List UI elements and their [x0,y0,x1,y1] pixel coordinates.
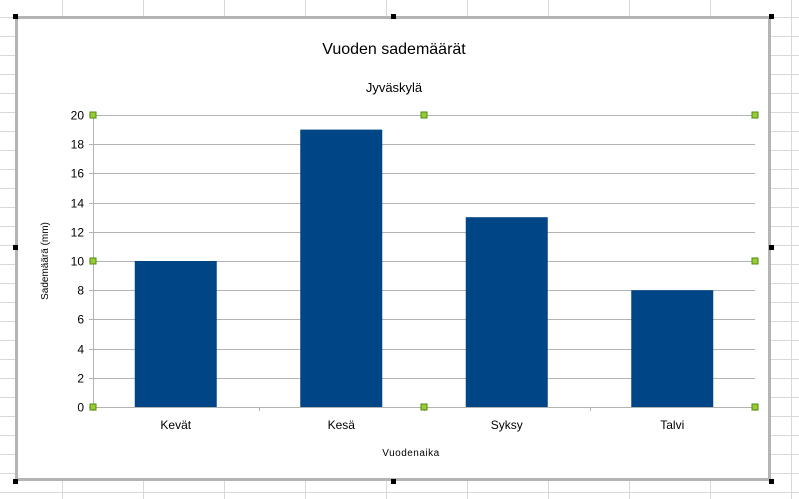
y-axis-title: Sademäärä (mm) [40,222,51,300]
bar [300,129,383,407]
chart-title: Vuoden sademäärät [322,41,466,58]
bar [465,217,548,407]
plot-selection-handle [89,403,97,411]
plot-selection-handle [89,257,97,265]
frame-resize-handle[interactable] [769,14,774,19]
x-axis-title: Vuodenaika [382,448,439,459]
frame-resize-handle[interactable] [391,479,396,484]
y-tick-label: 10 [71,255,85,269]
frame-resize-handle[interactable] [13,14,18,19]
y-tick-label: 6 [77,313,84,327]
y-tick-label: 12 [71,226,85,240]
y-tick-label: 16 [71,167,85,181]
x-tick-label: Kesä [328,418,356,432]
plot-selection-handle [751,403,759,411]
frame-resize-handle[interactable] [13,245,18,250]
y-tick-label: 2 [77,372,84,386]
x-tick-label: Kevät [160,418,191,432]
plot-selection-handle [751,257,759,265]
frame-resize-handle[interactable] [391,14,396,19]
bar [631,290,714,407]
frame-resize-handle[interactable] [13,479,18,484]
chart-subtitle: Jyväskylä [366,80,423,95]
plot-selection-handle [420,403,428,411]
y-tick-label: 8 [77,284,84,298]
plot-selection-handle [751,111,759,119]
frame-resize-handle[interactable] [769,479,774,484]
x-tick-label: Talvi [660,418,684,432]
bar [134,261,217,407]
y-tick-label: 18 [71,138,85,152]
plot-area: 0 2 4 6 8 10 12 14 16 18 20 Kevät Kesä Syksy Talvi [71,109,759,432]
y-tick-label: 20 [71,109,85,123]
y-tick-label: 4 [77,343,84,357]
x-tick-label: Syksy [491,418,523,432]
y-tick-label: 14 [71,197,85,211]
plot-selection-handle [89,111,97,119]
y-tick-label: 0 [77,401,84,415]
frame-resize-handle[interactable] [769,245,774,250]
plot-selection-handle [420,111,428,119]
